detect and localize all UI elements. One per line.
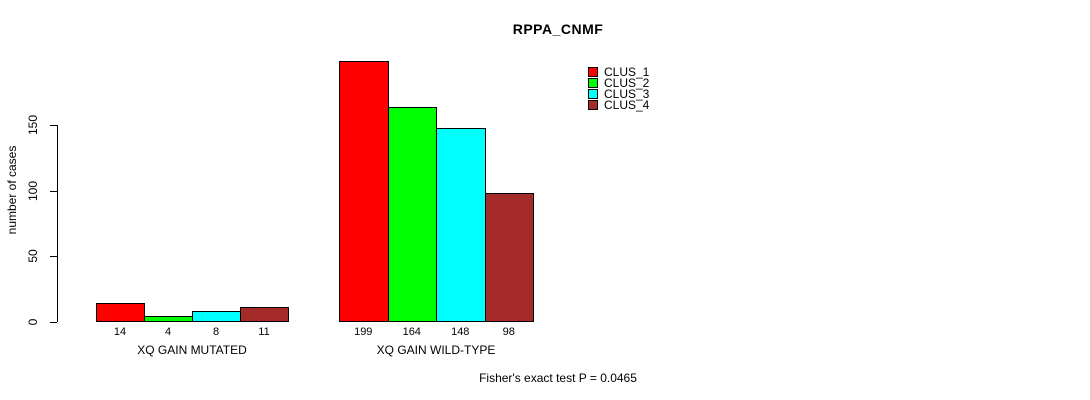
bar-value-label: 14 <box>113 326 127 338</box>
bar-clus_1-group1 <box>96 303 145 323</box>
y-axis-tick <box>50 256 57 258</box>
legend-label-clus_2: CLUS_2 <box>604 75 650 90</box>
category-label: XQ GAIN WILD-TYPE <box>376 343 496 357</box>
bar-clus_1-group2 <box>339 61 389 323</box>
legend-label-clus_3: CLUS_3 <box>604 87 650 102</box>
legend-label-clus_1: CLUS_1 <box>604 64 650 79</box>
bar-value-label: 11 <box>258 326 270 338</box>
bar-value-label: 164 <box>402 326 421 338</box>
y-axis-tick <box>50 125 57 127</box>
bar-value-label: 8 <box>212 326 220 338</box>
bar-value-label: 4 <box>164 326 172 338</box>
bar-value-label: 98 <box>502 326 515 338</box>
bar-clus_3-group2 <box>436 128 486 323</box>
bar-clus_2-group2 <box>387 107 437 323</box>
legend-swatch-clus_3 <box>588 89 598 100</box>
y-axis-tick <box>50 321 57 323</box>
legend-swatch-clus_4 <box>588 100 598 111</box>
annotation-fisher-test: Fisher's exact test P = 0.0465 <box>479 371 637 385</box>
legend-label-clus_4: CLUS_4 <box>604 98 650 113</box>
legend-swatch-clus_2 <box>588 77 598 88</box>
y-axis-line <box>57 125 58 323</box>
bar-clus_4-group2 <box>484 193 534 323</box>
y-axis-tick <box>50 190 57 192</box>
chart-title: RPPA_CNMF <box>512 21 604 37</box>
bar-value-label: 148 <box>451 326 470 338</box>
legend-swatch-clus_1 <box>588 66 598 77</box>
bar-value-label: 199 <box>354 326 373 338</box>
category-label: XQ GAIN MUTATED <box>137 343 247 357</box>
bar-clus_4-group1 <box>240 307 289 323</box>
